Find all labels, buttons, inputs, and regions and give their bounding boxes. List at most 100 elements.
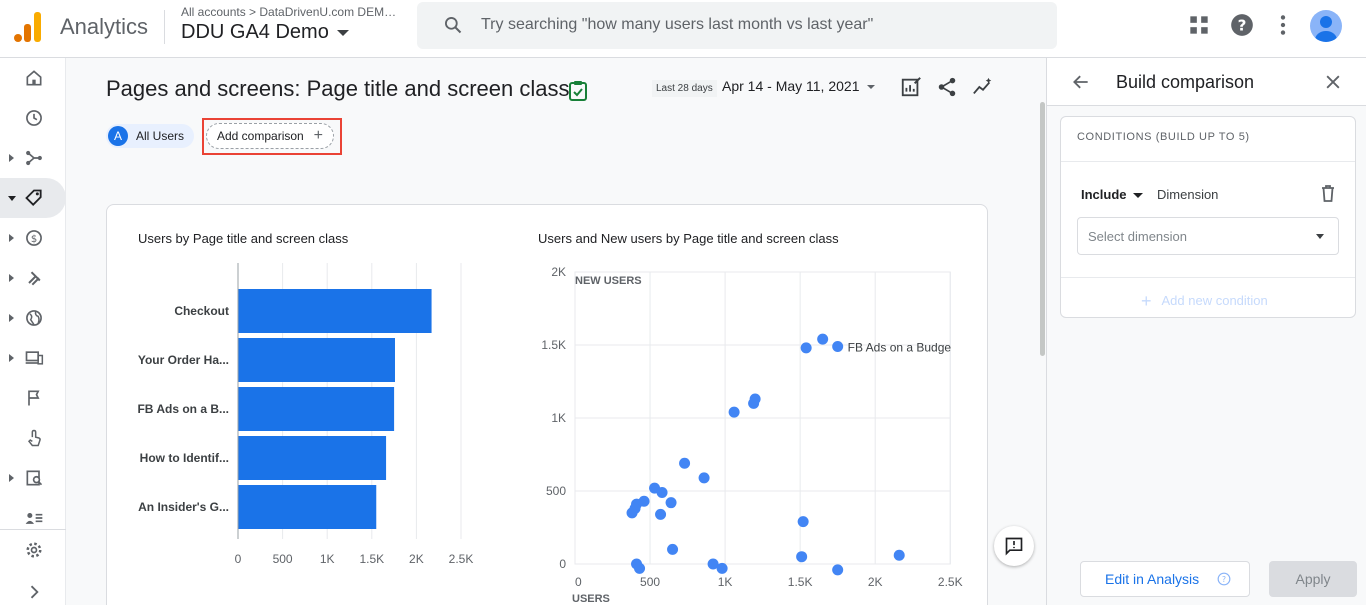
x-tick-label: 2K	[409, 552, 424, 566]
add-new-condition-button[interactable]: + Add new condition	[1141, 291, 1268, 312]
share-icon[interactable]	[936, 76, 958, 98]
globe-icon	[26, 310, 42, 326]
category-label: Checkout	[174, 304, 229, 318]
nav-conversions[interactable]	[0, 418, 66, 458]
x-tick-label: 0	[575, 575, 582, 589]
devices-icon	[25, 351, 44, 365]
search-bar[interactable]: Try searching "how many users last month…	[417, 2, 1057, 49]
breadcrumb[interactable]: All accounts > DataDrivenU.com DEM…	[181, 5, 397, 19]
date-range-selector[interactable]: Apr 14 - May 11, 2021	[722, 78, 876, 94]
nav-engagement[interactable]	[0, 178, 66, 218]
nav-events[interactable]	[0, 378, 66, 418]
bar-chart-title: Users by Page title and screen class	[138, 231, 349, 246]
x-tick-label: 500	[273, 552, 293, 566]
insights-icon[interactable]	[972, 76, 994, 98]
feedback-button[interactable]	[994, 526, 1034, 566]
panel-header: Build comparison	[1047, 58, 1366, 106]
conditions-header: CONDITIONS (BUILD UP TO 5)	[1077, 131, 1250, 143]
scatter-point	[655, 508, 667, 520]
scatter-chart: 0 500 1K 1.5K 2K 2.5K 0 500 1K 1.5K 2K NEW USERS USE…	[541, 265, 962, 605]
apply-button[interactable]: Apply	[1269, 561, 1357, 597]
x-tick-label: 1K	[320, 552, 335, 566]
include-dropdown[interactable]: Include	[1081, 187, 1143, 202]
expand-arrow-icon	[9, 154, 14, 162]
top-bar: Analytics All accounts > DataDrivenU.com…	[0, 0, 1366, 58]
nav-explore[interactable]	[0, 458, 66, 498]
x-tick-label: 1K	[718, 575, 733, 589]
nav-home[interactable]	[0, 58, 66, 98]
y-axis-label: NEW USERS	[575, 275, 642, 287]
nav-tech[interactable]	[0, 338, 66, 378]
segment-chip-all-users[interactable]: A All Users	[106, 124, 195, 148]
customize-report-icon[interactable]	[900, 76, 922, 98]
arrow-back-icon[interactable]	[1071, 72, 1091, 92]
charts-card: Users by Page title and screen class 0 50…	[106, 204, 988, 605]
chevron-down-icon	[1316, 234, 1324, 239]
tag-icon	[25, 189, 42, 206]
build-comparison-panel: Build comparison CONDITIONS (BUILD UP TO…	[1046, 58, 1366, 605]
analytics-logo[interactable]	[14, 12, 42, 42]
scatter-point	[656, 486, 668, 498]
property-selector[interactable]: DDU GA4 Demo	[181, 21, 349, 44]
edit-in-analysis-button[interactable]: Edit in Analysis ?	[1080, 561, 1250, 597]
trash-icon[interactable]	[1319, 183, 1337, 203]
flow-icon	[26, 150, 42, 166]
nav-retention[interactable]	[0, 258, 66, 298]
scatter-point	[797, 516, 809, 528]
scatter-point	[817, 333, 829, 345]
x-tick-label: 2K	[868, 575, 883, 589]
bar	[238, 485, 377, 529]
chevron-right-icon	[30, 585, 39, 599]
segment-badge: A	[108, 126, 128, 146]
scatter-point	[707, 558, 719, 570]
x-axis-label: USERS	[572, 593, 610, 605]
help-outline-icon[interactable]: ?	[1217, 572, 1231, 586]
scatter-point	[667, 543, 679, 555]
scatter-point	[665, 497, 677, 509]
collapse-arrow-icon	[8, 196, 16, 201]
bar	[238, 289, 432, 333]
close-icon[interactable]	[1323, 72, 1343, 92]
chevron-down-icon	[1132, 193, 1143, 199]
search-icon	[445, 17, 462, 34]
nav-expand[interactable]	[0, 572, 66, 605]
nav-acquisition-lifecycle[interactable]	[0, 138, 66, 178]
expand-arrow-icon	[9, 474, 14, 482]
add-comparison-button[interactable]: Add comparison +	[206, 123, 334, 149]
x-tick-label: 500	[640, 575, 660, 589]
x-tick-label: 1.5K	[788, 575, 813, 589]
nav-admin[interactable]	[0, 530, 66, 570]
date-preset-chip[interactable]: Last 28 days	[652, 80, 717, 97]
apps-grid-icon[interactable]	[1186, 12, 1212, 38]
avatar[interactable]	[1310, 10, 1342, 42]
nav-demographics[interactable]	[0, 298, 66, 338]
x-tick-label: 2.5K	[449, 552, 474, 566]
user-icon	[1315, 16, 1337, 42]
nav-audiences[interactable]	[0, 498, 66, 538]
x-tick-label: 0	[235, 552, 242, 566]
scatter-point	[893, 549, 905, 561]
audience-list-icon	[25, 513, 43, 524]
expand-arrow-icon	[9, 354, 14, 362]
nav-realtime[interactable]	[0, 98, 66, 138]
scatter-point	[832, 340, 844, 352]
nav-monetization[interactable]: $	[0, 218, 66, 258]
include-label: Include	[1081, 187, 1127, 202]
scrollbar-thumb[interactable]	[1040, 102, 1045, 356]
select-dimension-dropdown[interactable]: Select dimension	[1077, 217, 1339, 255]
date-range-text: Apr 14 - May 11, 2021	[722, 78, 860, 94]
verified-report-icon[interactable]	[568, 80, 588, 102]
left-nav: $	[0, 58, 66, 605]
expand-arrow-icon	[9, 314, 14, 322]
bar	[238, 338, 395, 382]
scatter-chart-title: Users and New users by Page title and sc…	[538, 231, 839, 246]
more-vert-icon[interactable]	[1270, 12, 1296, 38]
help-icon[interactable]: ?	[1229, 12, 1255, 38]
y-tick-label: 2K	[551, 265, 566, 279]
header-divider	[164, 10, 165, 44]
y-tick-label: 1.5K	[541, 338, 566, 352]
scatter-point	[728, 406, 740, 418]
scatter-point	[698, 472, 710, 484]
scatter-point	[749, 393, 761, 405]
svg-text:?: ?	[1238, 16, 1247, 34]
